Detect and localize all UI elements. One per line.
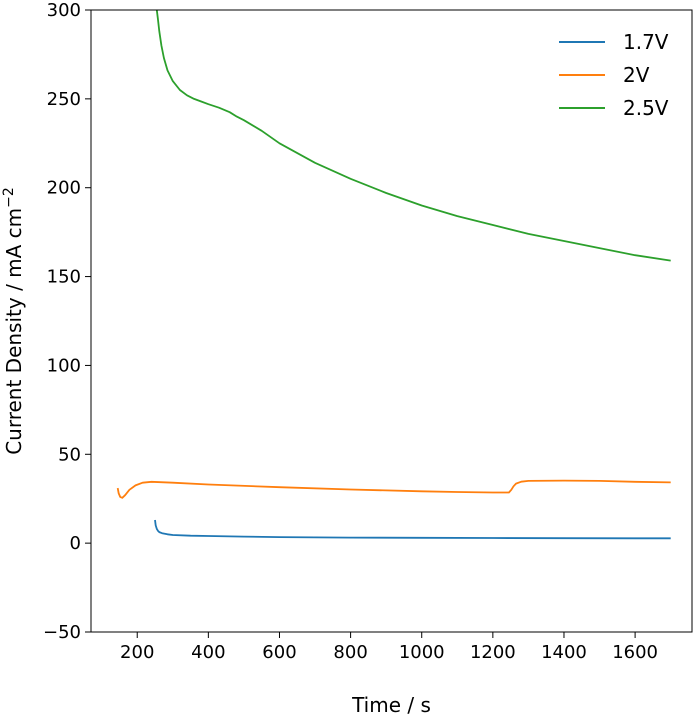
y-tick-label: 0 [70,533,81,554]
y-axis-label-superscript: −2 [1,187,17,208]
y-tick-label: 150 [47,267,81,288]
x-tick-label: 1600 [612,642,658,663]
x-tick-label: 1000 [399,642,445,663]
plot-series [116,9,671,540]
y-tick-label: 100 [47,355,81,376]
y-tick-label: 250 [47,89,81,110]
legend: 1.7V 2V 2.5V [559,30,669,120]
x-tick-label: 600 [262,642,296,663]
x-tick-label: 1400 [541,642,587,663]
series-line-1-7v [154,519,671,540]
legend-label: 1.7V [623,30,669,54]
x-tick-label: 800 [333,642,367,663]
legend-label: 2.5V [623,96,669,120]
series-line-2v [116,479,671,499]
y-tick-label: −50 [43,622,81,643]
series-line-2-5v [155,9,671,262]
y-axis-ticks: −50 0 50 100 150 200 250 300 [43,0,91,643]
y-axis-label-main: Current Density / mA cm [2,208,26,455]
y-tick-label: 50 [58,444,81,465]
y-tick-label: 200 [47,178,81,199]
y-tick-label: 300 [47,0,81,21]
y-axis-label: Current Density / mA cm−2 [1,187,26,455]
x-tick-label: 200 [120,642,154,663]
legend-label: 2V [623,63,650,87]
x-tick-label: 1200 [470,642,516,663]
plot-frame [90,9,693,633]
x-axis-label: Time / s [351,693,431,715]
x-axis-ticks: 200 400 600 800 1000 1200 1400 1600 [120,632,658,663]
x-tick-label: 400 [191,642,225,663]
